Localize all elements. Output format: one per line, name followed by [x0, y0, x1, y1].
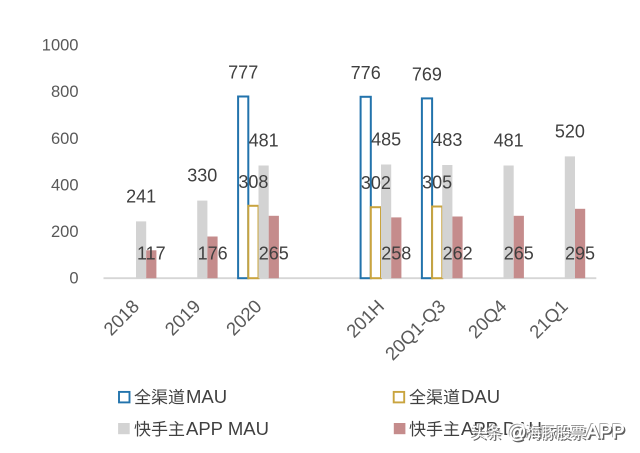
svg-text:APP: APP	[587, 422, 625, 443]
svg-text:APP: APP	[586, 421, 624, 442]
svg-text:1000: 1000	[42, 37, 79, 55]
svg-text:400: 400	[51, 176, 79, 194]
svg-text:305: 305	[422, 173, 452, 193]
svg-text:265: 265	[259, 244, 289, 264]
svg-text:APP: APP	[588, 424, 626, 445]
svg-text:258: 258	[381, 244, 411, 264]
svg-text:776: 776	[351, 63, 381, 83]
svg-text:200: 200	[51, 223, 79, 241]
svg-text:481: 481	[494, 131, 524, 151]
svg-text:176: 176	[198, 244, 228, 264]
svg-text:117: 117	[137, 244, 166, 264]
svg-text:777: 777	[228, 63, 258, 83]
svg-text:481: 481	[249, 131, 279, 151]
svg-text:0: 0	[69, 270, 78, 288]
svg-text:DAU: DAU	[461, 386, 500, 407]
svg-text:APP MAU: APP MAU	[186, 418, 269, 439]
svg-text:@: @	[510, 424, 528, 444]
svg-text:265: 265	[504, 244, 534, 264]
svg-text:@: @	[509, 422, 527, 442]
svg-text:@: @	[508, 421, 526, 441]
svg-text:241: 241	[126, 186, 156, 206]
svg-text:295: 295	[565, 244, 595, 264]
svg-text:MAU: MAU	[186, 386, 227, 407]
svg-text:@: @	[509, 422, 527, 442]
svg-text:520: 520	[555, 121, 585, 141]
svg-text:800: 800	[51, 83, 79, 101]
svg-text:485: 485	[371, 130, 401, 150]
svg-text:769: 769	[412, 64, 442, 84]
svg-text:600: 600	[51, 130, 79, 148]
svg-text:308: 308	[238, 172, 268, 192]
svg-text:483: 483	[432, 130, 462, 150]
svg-text:APP: APP	[587, 422, 625, 443]
svg-text:302: 302	[361, 173, 391, 193]
svg-text:330: 330	[187, 166, 217, 186]
svg-text:262: 262	[443, 244, 473, 264]
